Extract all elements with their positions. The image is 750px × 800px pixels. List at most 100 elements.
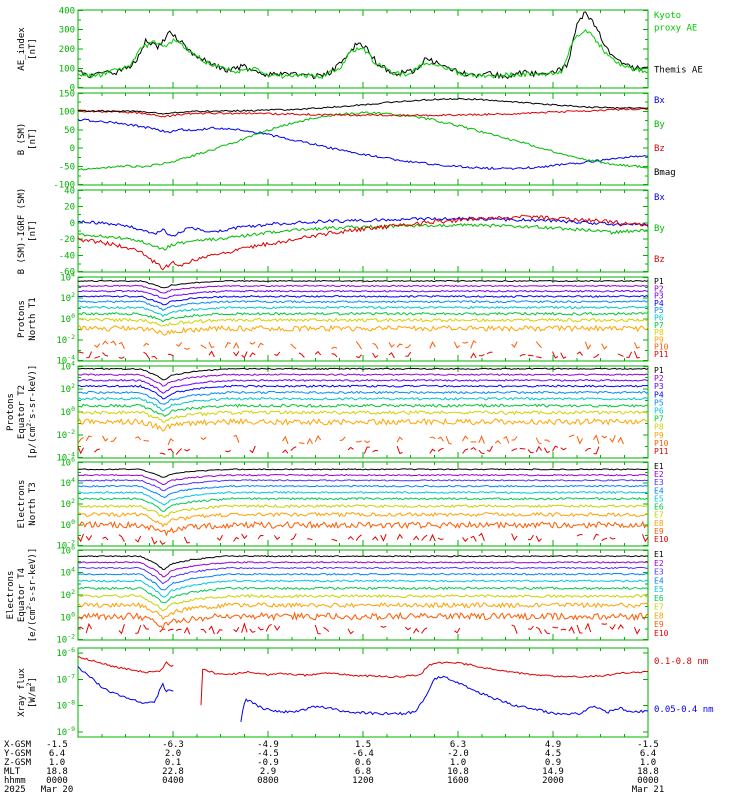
series-E8 <box>77 511 649 528</box>
panel-frame <box>77 189 649 273</box>
legend-E9: E9 <box>654 527 664 536</box>
y-axis-title: [nT] <box>28 220 38 242</box>
y-tick-label: 104 <box>60 476 75 489</box>
series-E6 <box>77 586 649 604</box>
xaxis-value: 0400 <box>162 776 184 786</box>
series-P9 <box>77 324 649 336</box>
series-P1 <box>77 367 649 381</box>
legend-By: By <box>654 120 665 130</box>
y-tick-label: 100 <box>59 65 75 75</box>
series-P5 <box>77 390 649 405</box>
xaxis-value: -1.5 <box>46 740 68 750</box>
xaxis-value: -0.9 <box>257 758 279 768</box>
xaxis-value: Mar 21 <box>632 785 665 795</box>
series-P3 <box>78 289 649 300</box>
legend-P1: P1 <box>654 277 664 286</box>
legend-proxy AE: proxy AE <box>654 23 697 33</box>
y-axis-title: Electrons <box>6 571 16 620</box>
y-axis-title: Electrons <box>17 480 27 529</box>
y-tick-label: 0 <box>70 144 75 154</box>
xaxis-value: 2.9 <box>260 767 276 777</box>
xaxis-value: 1.0 <box>640 758 656 768</box>
y-tick-label: 100 <box>60 405 75 418</box>
legend-P5: P5 <box>654 306 664 315</box>
y-axis-title: Xray flux <box>17 668 27 717</box>
y-axis-title: AE_index <box>17 27 27 71</box>
legend-0.05-0.4 nm: 0.05-0.4 nm <box>654 705 714 715</box>
legend-Bx: Bx <box>654 193 665 203</box>
series-Bx <box>77 118 649 170</box>
series-Bmag <box>77 97 649 115</box>
legend-E9: E9 <box>654 620 664 629</box>
legend-P2: P2 <box>654 284 664 293</box>
xaxis-value: 1600 <box>447 776 469 786</box>
y-tick-label: 40 <box>64 187 75 197</box>
series-E5 <box>77 490 649 506</box>
legend-P11: P11 <box>654 350 669 359</box>
y-axis-title: [e/(cm2-s-sr-keV)] <box>25 548 38 643</box>
xaxis-value: 1200 <box>352 776 374 786</box>
legend-P3: P3 <box>654 292 664 301</box>
xaxis-row-label-Z-GSM: Z-GSM <box>4 758 32 768</box>
legend-P1: P1 <box>654 366 664 375</box>
legend-E5: E5 <box>654 494 664 503</box>
series-E8 <box>77 601 649 621</box>
legend-P9: P9 <box>654 335 664 344</box>
legend-E5: E5 <box>654 585 664 594</box>
xaxis-value: 6.4 <box>640 749 656 759</box>
series-Kyoto proxy AE <box>77 28 649 80</box>
y-tick-label: 400 <box>59 7 75 17</box>
series-E7 <box>77 504 649 519</box>
y-axis-title: Protons <box>6 393 16 431</box>
y-tick-label: 100 <box>60 611 75 624</box>
y-tick-label: 20 <box>64 202 75 212</box>
xaxis-value: 6.4 <box>49 749 65 759</box>
xaxis-value: 1.0 <box>450 758 466 768</box>
y-tick-label: -100 <box>53 180 75 190</box>
legend-P8: P8 <box>654 328 664 337</box>
panel-frame <box>77 276 649 362</box>
xaxis-row-label-X-GSM: X-GSM <box>4 740 32 750</box>
xaxis-value: -4.9 <box>257 740 279 750</box>
series-P6 <box>77 305 649 318</box>
legend-P10: P10 <box>654 343 669 352</box>
xaxis-value: -6.3 <box>162 740 184 750</box>
y-tick-label: 102 <box>60 382 75 395</box>
legend-P10: P10 <box>654 439 669 448</box>
xaxis-value: 18.8 <box>637 767 659 777</box>
series-E1 <box>77 555 649 571</box>
legend-P5: P5 <box>654 398 664 407</box>
y-axis-title: [nT] <box>28 38 38 60</box>
y-tick-label: -20 <box>59 235 75 245</box>
y-tick-label: 106 <box>60 544 75 557</box>
legend-E4: E4 <box>654 576 664 585</box>
y-tick-label: 10-9 <box>56 725 75 738</box>
series-E9 <box>77 520 649 537</box>
legend-E1: E1 <box>654 550 664 559</box>
y-axis-title: Equator T2 <box>17 385 27 439</box>
y-tick-label: 10-7 <box>56 672 75 685</box>
y-tick-label: 100 <box>60 518 75 531</box>
xaxis-value: 18.8 <box>46 767 68 777</box>
series-P10 <box>77 434 624 446</box>
y-tick-label: -50 <box>59 163 75 173</box>
legend-E7: E7 <box>654 603 664 612</box>
legend-E6: E6 <box>654 594 664 603</box>
xaxis-value: 0000 <box>46 776 68 786</box>
xaxis-value: Mar 20 <box>41 785 74 795</box>
legend-E7: E7 <box>654 511 664 520</box>
legend-Bz: Bz <box>654 255 665 265</box>
y-tick-label: 10-4 <box>56 450 75 463</box>
xaxis-value: 2000 <box>542 776 564 786</box>
series-P6 <box>77 396 649 412</box>
series-P3 <box>77 379 649 394</box>
series-P8 <box>78 317 649 327</box>
legend-E3: E3 <box>654 478 664 487</box>
y-tick-label: 150 <box>59 90 75 100</box>
series-P7 <box>77 311 649 323</box>
xaxis-value: -6.4 <box>352 749 374 759</box>
y-tick-label: 102 <box>60 497 75 510</box>
y-axis-title: North T1 <box>28 297 38 340</box>
